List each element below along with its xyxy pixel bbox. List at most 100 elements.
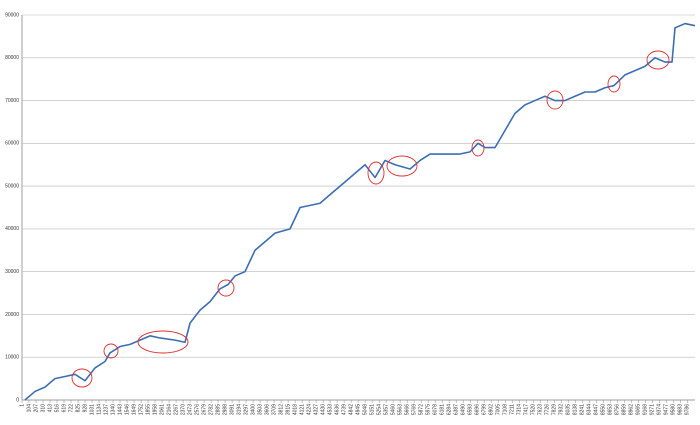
highlight bbox=[386, 155, 418, 177]
x-tick-label: 7108 bbox=[503, 404, 509, 415]
x-tick-label: 619 bbox=[61, 404, 67, 413]
x-tick-label: 9168 bbox=[643, 404, 649, 415]
x-tick-label: 2164 bbox=[166, 404, 172, 415]
y-tick-label: 10000 bbox=[5, 355, 19, 361]
x-tick-label: 3091 bbox=[229, 404, 235, 415]
x-tick-label: 2061 bbox=[159, 404, 165, 415]
x-tick-label: 5254 bbox=[376, 404, 382, 415]
x-tick-label: 4327 bbox=[313, 404, 319, 415]
x-tick-label: 8962 bbox=[629, 404, 635, 415]
x-tick-label: 516 bbox=[54, 404, 60, 413]
x-tick-label: 4018 bbox=[292, 404, 298, 415]
x-tick-label: 7623 bbox=[538, 404, 544, 415]
x-tick-label: 6284 bbox=[446, 404, 452, 415]
x-tick-label: 1443 bbox=[117, 404, 123, 415]
highlight bbox=[103, 343, 119, 359]
x-tick-label: 9580 bbox=[671, 404, 677, 415]
x-tick-label: 8550 bbox=[601, 404, 607, 415]
x-tick-label: 928 bbox=[82, 404, 88, 413]
y-tick-label: 80000 bbox=[5, 55, 19, 61]
x-tick-label: 9271 bbox=[650, 404, 656, 415]
x-tick-label: 6799 bbox=[482, 404, 488, 415]
highlight bbox=[471, 139, 485, 157]
x-tick-label: 7829 bbox=[552, 404, 558, 415]
x-tick-label: 1752 bbox=[138, 404, 144, 415]
highlight bbox=[546, 90, 564, 110]
x-tick-label: 4224 bbox=[306, 404, 312, 415]
x-tick-label: 4842 bbox=[348, 404, 354, 415]
x-tick-label: 3606 bbox=[264, 404, 270, 415]
x-tick-label: 310 bbox=[40, 404, 46, 413]
x-tick-label: 3194 bbox=[236, 404, 242, 415]
x-tick-label: 1958 bbox=[152, 404, 158, 415]
x-tick-label: 8859 bbox=[622, 404, 628, 415]
x-tick-label: 2679 bbox=[201, 404, 207, 415]
x-tick-label: 4533 bbox=[327, 404, 333, 415]
x-tick-label: 1546 bbox=[124, 404, 130, 415]
x-tick-label: 7211 bbox=[510, 404, 516, 415]
x-tick-label: 9786 bbox=[685, 404, 691, 415]
x-tick-label: 1855 bbox=[145, 404, 151, 415]
data-line bbox=[24, 22, 696, 401]
x-tick-label: 8447 bbox=[594, 404, 600, 415]
x-tick-label: 5563 bbox=[397, 404, 403, 415]
x-tick-label: 5151 bbox=[369, 404, 375, 415]
x-tick-label: 7314 bbox=[517, 404, 523, 415]
x-tick-label: 3297 bbox=[243, 404, 249, 415]
x-tick-label: 7726 bbox=[545, 404, 551, 415]
x-tick-label: 4430 bbox=[320, 404, 326, 415]
y-tick-label: 60000 bbox=[5, 141, 19, 147]
x-tick-label: 7417 bbox=[524, 404, 530, 415]
plot: 0 10000 20000 30000 40000 50000 60000 70000 8000… bbox=[5, 12, 696, 415]
x-tick-label: 9065 bbox=[636, 404, 642, 415]
x-tick-label: 1340 bbox=[110, 404, 116, 415]
highlight bbox=[71, 368, 93, 388]
x-tick-label: 7520 bbox=[531, 404, 537, 415]
x-tick-label: 4945 bbox=[355, 404, 361, 415]
y-tick-label: 50000 bbox=[5, 183, 19, 189]
highlight bbox=[367, 161, 385, 185]
x-tick-label: 825 bbox=[75, 404, 81, 413]
x-tick-label: 1649 bbox=[131, 404, 137, 415]
x-tick-label: 3400 bbox=[250, 404, 256, 415]
x-tick-label: 5460 bbox=[390, 404, 396, 415]
highlight bbox=[646, 50, 670, 70]
x-tick-label: 4636 bbox=[334, 404, 340, 415]
x-tick-label: 3812 bbox=[278, 404, 284, 415]
y-tick-label: 0 bbox=[16, 397, 19, 403]
x-tick-label: 6593 bbox=[467, 404, 473, 415]
x-tick-label: 6902 bbox=[489, 404, 495, 415]
highlight bbox=[607, 75, 621, 93]
x-tick-label: 3709 bbox=[271, 404, 277, 415]
x-tick-label: 5357 bbox=[383, 404, 389, 415]
x-tick-label: 8344 bbox=[587, 404, 593, 415]
y-tick-label: 70000 bbox=[5, 98, 19, 104]
x-tick-label: 5872 bbox=[418, 404, 424, 415]
x-tick-label: 5666 bbox=[404, 404, 410, 415]
x-tick-label: 1237 bbox=[103, 404, 109, 415]
x-tick-label: 2576 bbox=[194, 404, 200, 415]
annotations bbox=[71, 50, 670, 388]
x-tick-label: 8138 bbox=[573, 404, 579, 415]
highlight bbox=[137, 330, 189, 354]
x-tick-label: 5048 bbox=[362, 404, 368, 415]
x-tick-label: 6078 bbox=[432, 404, 438, 415]
x-tick-label: 6181 bbox=[439, 404, 445, 415]
x-tick-label: 8241 bbox=[580, 404, 586, 415]
x-tick-label: 5975 bbox=[425, 404, 431, 415]
x-tick-label: 9374 bbox=[657, 404, 663, 415]
x-tick-label: 2370 bbox=[180, 404, 186, 415]
x-tick-label: 4121 bbox=[299, 404, 305, 415]
y-tick-label: 40000 bbox=[5, 226, 19, 232]
y-tick-label: 90000 bbox=[5, 12, 19, 18]
x-tick-label: 5769 bbox=[411, 404, 417, 415]
x-tick-label: 9477 bbox=[664, 404, 670, 415]
x-tick-label: 7005 bbox=[496, 404, 502, 415]
x-tick-label: 6387 bbox=[453, 404, 459, 415]
x-tick-label: 7932 bbox=[559, 404, 565, 415]
x-tick-label: 8035 bbox=[566, 404, 572, 415]
y-tick-label: 30000 bbox=[5, 269, 19, 275]
x-tick-label: 8756 bbox=[615, 404, 621, 415]
